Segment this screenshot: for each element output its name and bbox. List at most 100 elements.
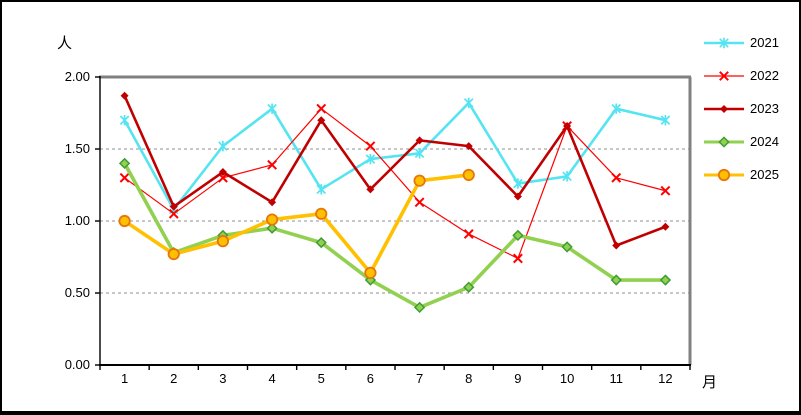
series-markers-2024 bbox=[118, 157, 672, 314]
diamond-small-marker bbox=[120, 91, 129, 100]
x-marker bbox=[119, 172, 130, 183]
diamond-marker bbox=[118, 157, 131, 170]
circle-marker bbox=[167, 248, 180, 261]
star-marker bbox=[119, 115, 130, 126]
x-tick-label: 6 bbox=[366, 371, 375, 386]
y-tick-label: 1.00 bbox=[64, 213, 90, 228]
series-line-2021 bbox=[123, 101, 667, 211]
y-tick-label: 2.00 bbox=[64, 69, 90, 84]
diamond-marker bbox=[610, 274, 622, 286]
circle-marker bbox=[118, 214, 131, 228]
x-tick-label: 10 bbox=[559, 371, 575, 386]
star-marker bbox=[463, 97, 474, 109]
diamond-marker bbox=[512, 229, 524, 242]
chart-legend: 2021 2022 2023 2024 2025 bbox=[702, 26, 779, 191]
circle-marker bbox=[462, 168, 475, 182]
diamond-small-marker bbox=[720, 104, 728, 113]
legend-key-2022 bbox=[704, 70, 744, 81]
diamond-small-marker bbox=[415, 136, 424, 145]
star-marker bbox=[365, 153, 376, 165]
legend-key-2023 bbox=[704, 104, 744, 113]
legend-item-2021: 2021 bbox=[702, 26, 779, 59]
circle-marker bbox=[717, 168, 731, 181]
diamond-small-marker bbox=[612, 241, 621, 250]
x-marker bbox=[719, 70, 729, 81]
x-marker bbox=[611, 172, 622, 183]
circle-marker bbox=[216, 235, 230, 248]
x-marker bbox=[267, 159, 277, 170]
diamond-marker bbox=[561, 241, 573, 253]
series-line-2024 bbox=[122, 161, 668, 310]
legend-label: 2023 bbox=[750, 101, 779, 116]
legend-key-2025 bbox=[704, 168, 744, 181]
star-marker bbox=[414, 148, 425, 159]
circle-marker bbox=[315, 207, 328, 220]
diamond-small-marker bbox=[513, 192, 522, 201]
y-tick-label: 0.50 bbox=[64, 285, 90, 300]
diamond-marker bbox=[315, 236, 327, 249]
diamond-small-marker bbox=[661, 222, 670, 231]
star-marker bbox=[719, 37, 729, 48]
x-marker bbox=[414, 197, 425, 208]
x-tick-label: 7 bbox=[415, 371, 424, 386]
x-marker bbox=[168, 208, 179, 219]
x-marker bbox=[513, 253, 523, 264]
x-marker bbox=[316, 103, 327, 114]
diamond-marker bbox=[718, 135, 730, 148]
legend-item-2025: 2025 bbox=[702, 158, 779, 191]
series-line-2022 bbox=[123, 108, 667, 260]
x-marker bbox=[365, 141, 376, 152]
diamond-small-marker bbox=[464, 142, 473, 151]
legend-label: 2022 bbox=[750, 68, 779, 83]
legend-item-2023: 2023 bbox=[702, 92, 779, 125]
star-marker bbox=[316, 184, 327, 195]
legend-item-2022: 2022 bbox=[702, 59, 779, 92]
y-axis-unit-label: 人 bbox=[57, 35, 73, 52]
y-tick-label: 0.00 bbox=[64, 357, 90, 372]
x-tick-label: 2 bbox=[170, 371, 178, 386]
circle-marker bbox=[265, 213, 279, 226]
diamond-marker bbox=[659, 274, 672, 286]
legend-key-2024 bbox=[704, 135, 744, 148]
circle-marker bbox=[364, 266, 377, 279]
star-marker bbox=[660, 115, 671, 126]
x-marker bbox=[660, 185, 671, 196]
x-marker bbox=[463, 229, 474, 239]
x-axis-unit-label: 月 bbox=[702, 374, 718, 391]
series-markers-2023 bbox=[120, 91, 670, 250]
x-tick-label: 4 bbox=[268, 371, 276, 386]
x-tick-label: 3 bbox=[219, 371, 227, 386]
x-tick-label: 5 bbox=[317, 371, 325, 386]
diamond-marker bbox=[413, 301, 426, 314]
legend-label: 2021 bbox=[750, 35, 779, 50]
x-tick-label: 9 bbox=[514, 371, 522, 386]
legend-key-2021 bbox=[704, 37, 744, 48]
star-marker bbox=[267, 103, 277, 114]
series-markers-2022 bbox=[119, 103, 671, 264]
legend-item-2024: 2024 bbox=[702, 125, 779, 158]
circle-marker bbox=[413, 174, 426, 187]
x-tick-label: 12 bbox=[658, 371, 673, 386]
diamond-small-marker bbox=[268, 198, 277, 207]
series-markers-2025 bbox=[118, 168, 475, 279]
diamond-small-marker bbox=[366, 185, 375, 194]
legend-label: 2025 bbox=[750, 167, 779, 182]
diamond-marker bbox=[463, 281, 475, 293]
x-tick-label: 11 bbox=[609, 371, 624, 386]
star-marker bbox=[562, 171, 572, 182]
x-tick-label: 1 bbox=[120, 371, 129, 386]
y-tick-label: 1.50 bbox=[64, 141, 90, 156]
diamond-small-marker bbox=[169, 202, 178, 211]
series-line-2023 bbox=[123, 94, 667, 247]
diamond-marker bbox=[266, 222, 278, 234]
star-marker bbox=[611, 103, 622, 114]
series-line-2025 bbox=[122, 173, 471, 275]
diamond-small-marker bbox=[317, 116, 326, 125]
star-marker bbox=[513, 178, 523, 189]
legend-label: 2024 bbox=[750, 134, 779, 149]
x-tick-label: 8 bbox=[465, 371, 473, 386]
diamond-small-marker bbox=[563, 121, 572, 130]
star-marker bbox=[218, 140, 228, 152]
